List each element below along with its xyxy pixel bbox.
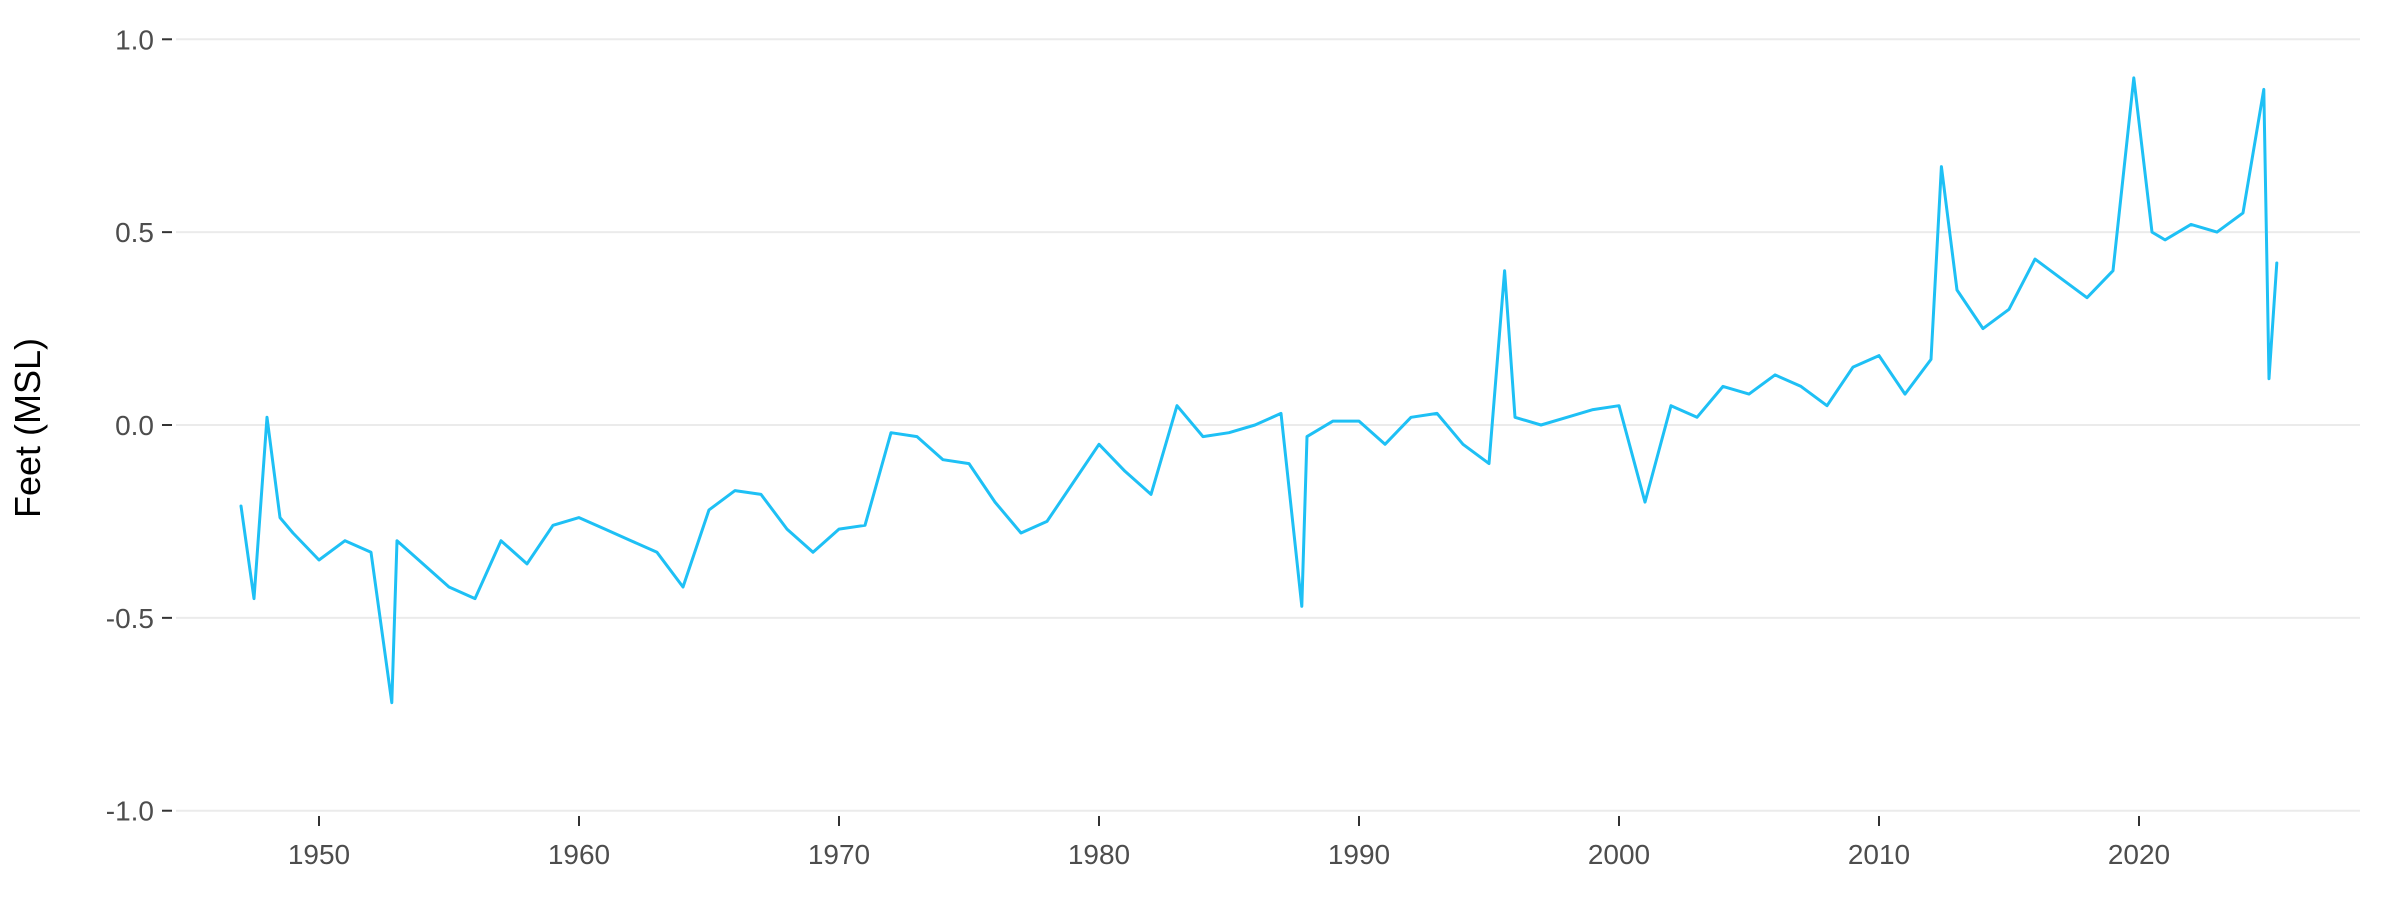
y-tick-label: 0.5 — [115, 217, 154, 248]
x-tick-label: 1990 — [1328, 839, 1390, 870]
y-tick-label: -1.0 — [106, 796, 154, 827]
y-axis-title: Feet (MSL) — [7, 338, 48, 518]
x-tick-label: 1950 — [288, 839, 350, 870]
water-level-series-line — [239, 76, 2279, 705]
y-tick-label: 0.0 — [115, 410, 154, 441]
y-tick-label: -0.5 — [106, 603, 154, 634]
x-tick-label: 1960 — [548, 839, 610, 870]
y-tick-label: 1.0 — [115, 24, 154, 55]
x-tick-label: 2020 — [2108, 839, 2170, 870]
x-axis-ticks: 1950 1960 1970 1980 1990 2000 2010 2020 — [288, 816, 2170, 870]
x-tick-label: 2010 — [1848, 839, 1910, 870]
horizontal-gridlines — [176, 38, 2360, 812]
x-tick-label: 1970 — [808, 839, 870, 870]
x-tick-label: 1980 — [1068, 839, 1130, 870]
x-tick-label: 2000 — [1588, 839, 1650, 870]
y-axis-ticks: -1.0 -0.5 0.0 0.5 1.0 — [106, 24, 172, 827]
